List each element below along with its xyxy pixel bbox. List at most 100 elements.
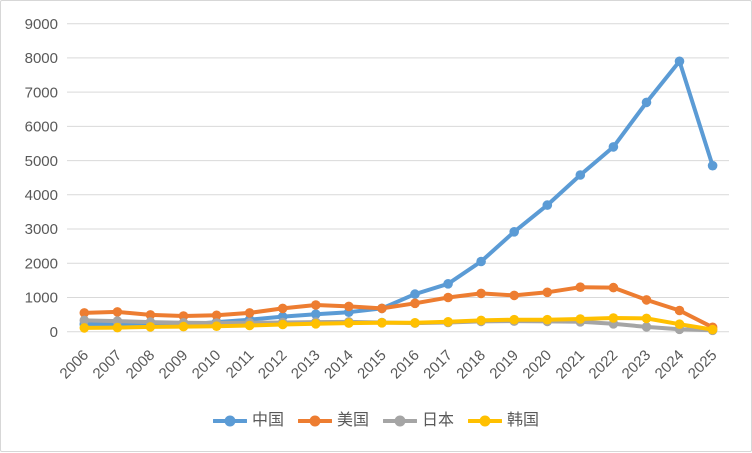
legend-item-2: 日本 xyxy=(383,413,454,429)
data-point-marker xyxy=(509,290,519,301)
y-axis-tick-label: 4000 xyxy=(25,187,58,204)
legend-item-0: 中国 xyxy=(212,412,284,429)
data-point-marker xyxy=(641,313,652,324)
data-point-marker xyxy=(277,319,288,330)
x-axis-tick-label: 2007 xyxy=(90,347,126,383)
x-axis-tick-label: 2009 xyxy=(156,347,192,383)
data-point-marker xyxy=(311,309,321,320)
data-point-marker xyxy=(542,287,553,298)
x-axis-tick-label: 2021 xyxy=(553,347,589,383)
data-point-marker xyxy=(244,308,255,318)
x-axis-tick-label: 2020 xyxy=(519,347,555,383)
data-point-marker xyxy=(476,288,486,299)
data-point-marker xyxy=(79,315,90,326)
x-axis-tick-label: 2017 xyxy=(420,347,456,383)
data-point-marker xyxy=(674,319,685,330)
y-axis-tick-label: 9000 xyxy=(25,16,58,33)
data-point-marker xyxy=(476,256,486,267)
data-point-marker xyxy=(377,303,387,314)
x-axis-tick-label: 2019 xyxy=(486,347,522,383)
x-axis-tick-label: 2012 xyxy=(255,347,291,383)
legend-item-1: 美国 xyxy=(297,412,369,429)
x-axis-tick-label: 2008 xyxy=(123,347,159,383)
data-point-marker xyxy=(311,300,321,310)
legend-line-marker-icon xyxy=(383,415,417,427)
data-point-marker xyxy=(79,323,90,333)
data-point-marker xyxy=(509,227,519,237)
data-point-marker xyxy=(542,314,553,325)
x-axis-tick-label: 2013 xyxy=(288,347,324,383)
data-point-marker xyxy=(443,292,453,303)
data-point-marker xyxy=(509,314,519,325)
x-axis-tick-label: 2006 xyxy=(57,347,93,383)
x-axis-tick-label: 2011 xyxy=(223,347,258,382)
legend-item-3: 韩国 xyxy=(468,413,539,429)
y-axis-tick-label: 0 xyxy=(50,324,58,341)
data-point-marker xyxy=(674,56,685,67)
y-axis-tick-label: 5000 xyxy=(25,153,58,170)
series-line-1 xyxy=(82,285,715,330)
legend-label: 美国 xyxy=(336,412,369,429)
y-axis-tick-label: 2000 xyxy=(25,255,58,272)
data-point-marker xyxy=(79,308,90,318)
data-point-marker xyxy=(410,298,420,309)
data-point-marker xyxy=(608,282,619,293)
y-axis-tick-label: 8000 xyxy=(25,50,58,67)
data-point-marker xyxy=(443,279,453,289)
x-axis-tick-label: 2025 xyxy=(685,347,721,383)
data-point-marker xyxy=(410,318,420,328)
data-point-marker xyxy=(674,305,685,316)
x-axis-tick-label: 2023 xyxy=(619,347,655,383)
data-point-marker xyxy=(344,301,354,312)
data-point-marker xyxy=(410,289,420,299)
x-axis-tick-label: 2010 xyxy=(189,347,225,383)
data-point-marker xyxy=(707,324,718,335)
data-point-marker xyxy=(112,307,123,317)
series-line-0 xyxy=(82,59,715,327)
series-line-3 xyxy=(82,316,715,332)
data-point-marker xyxy=(542,200,553,210)
legend-line-marker-icon xyxy=(297,415,332,427)
data-point-marker xyxy=(277,303,288,314)
legend-label: 韩国 xyxy=(507,412,540,429)
y-axis-tick-label: 1000 xyxy=(25,290,58,307)
data-point-marker xyxy=(112,322,123,333)
y-axis-tick-label: 7000 xyxy=(25,84,58,101)
data-point-marker xyxy=(244,320,255,331)
data-point-marker xyxy=(377,318,387,328)
data-point-marker xyxy=(641,97,652,108)
data-point-marker xyxy=(476,315,486,326)
data-point-marker xyxy=(575,314,586,324)
data-point-marker xyxy=(311,319,321,329)
legend-line-marker-icon xyxy=(468,415,503,427)
data-point-marker xyxy=(608,142,619,152)
data-point-marker xyxy=(641,295,652,305)
y-axis-tick-label: 6000 xyxy=(25,119,58,136)
chart-legend: 中国 美国 日本 韩国 xyxy=(1,405,751,437)
legend-line-marker-icon xyxy=(212,415,247,427)
y-axis-tick-label: 3000 xyxy=(25,221,58,238)
data-point-marker xyxy=(608,313,619,323)
data-point-marker xyxy=(641,322,652,332)
data-point-marker xyxy=(145,322,156,332)
data-point-marker xyxy=(145,310,156,320)
x-axis-tick-label: 2022 xyxy=(586,347,622,383)
data-point-marker xyxy=(178,321,189,332)
x-axis-tick-label: 2018 xyxy=(453,347,489,383)
data-point-marker xyxy=(575,282,586,293)
data-point-marker xyxy=(178,311,189,321)
x-axis-tick-label: 2016 xyxy=(387,347,423,383)
legend-label: 中国 xyxy=(251,412,284,429)
legend-label: 日本 xyxy=(422,412,455,429)
x-axis-tick-label: 2024 xyxy=(652,347,688,383)
data-point-marker xyxy=(443,317,453,327)
data-point-marker xyxy=(211,310,222,321)
data-point-marker xyxy=(344,318,354,328)
data-point-marker xyxy=(575,170,586,180)
x-axis-tick-label: 2015 xyxy=(354,347,390,383)
data-point-marker xyxy=(707,160,718,171)
data-point-marker xyxy=(211,321,222,332)
x-axis-tick-label: 2014 xyxy=(321,347,357,383)
